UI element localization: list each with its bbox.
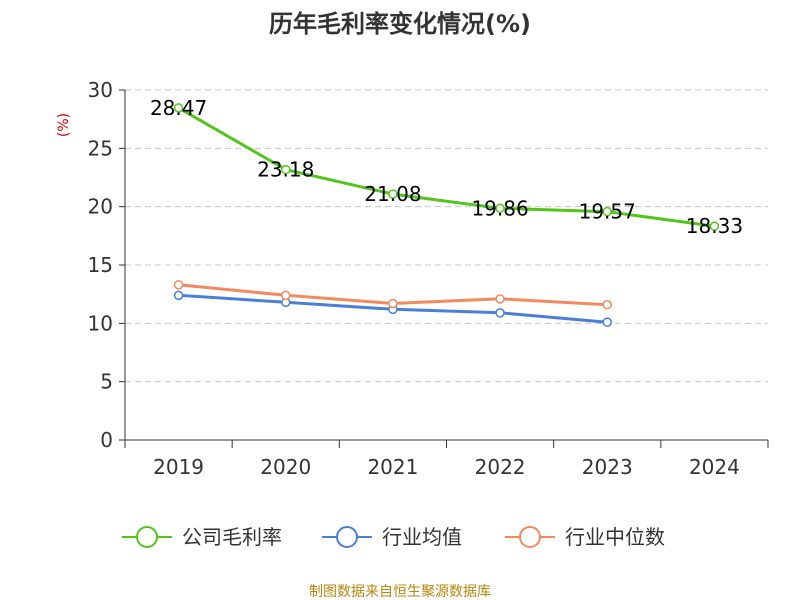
y-tick-label: 20 bbox=[88, 195, 113, 219]
data-point[interactable] bbox=[495, 308, 505, 318]
data-point[interactable] bbox=[495, 203, 505, 214]
series-0: 28.47 23.18 21.08 19.86 19.57 18.33 bbox=[150, 96, 743, 238]
data-point[interactable] bbox=[495, 294, 505, 304]
y-tick-label: 30 bbox=[88, 78, 113, 102]
data-point[interactable] bbox=[281, 164, 291, 175]
data-point[interactable] bbox=[709, 221, 720, 231]
x-tick-label: 2023 bbox=[582, 455, 633, 479]
x-tick-label: 2024 bbox=[689, 455, 740, 479]
legend-item-0[interactable]: 公司毛利率 bbox=[122, 525, 282, 549]
series-1 bbox=[173, 290, 612, 327]
chart-title: 历年毛利率变化情况(%) bbox=[269, 10, 531, 38]
data-point[interactable] bbox=[602, 299, 612, 310]
x-tick-label: 2019 bbox=[153, 455, 204, 479]
series-line bbox=[177, 106, 715, 228]
legend-label: 行业中位数 bbox=[565, 525, 665, 549]
data-source-note: 制图数据来自恒生聚源数据库 bbox=[309, 584, 491, 600]
legend-label: 行业均值 bbox=[382, 525, 462, 549]
data-label: 21.08 bbox=[364, 182, 421, 206]
data-point[interactable] bbox=[173, 280, 184, 290]
legend-marker bbox=[336, 526, 358, 548]
legend-label: 公司毛利率 bbox=[182, 525, 282, 549]
legend-marker bbox=[136, 526, 158, 548]
data-label: 19.57 bbox=[579, 200, 636, 224]
y-tick-label: 15 bbox=[88, 253, 113, 277]
y-tick-label: 5 bbox=[100, 370, 113, 394]
x-tick-label: 2020 bbox=[260, 455, 311, 479]
data-point[interactable] bbox=[388, 189, 398, 199]
legend: 公司毛利率 行业均值 行业中位数 bbox=[122, 525, 665, 549]
y-tick-label: 25 bbox=[88, 136, 113, 160]
legend-item-2[interactable]: 行业中位数 bbox=[505, 525, 665, 549]
series-group: 28.47 23.18 21.08 19.86 19.57 18.33 bbox=[150, 96, 743, 327]
x-tick-label: 2021 bbox=[367, 455, 418, 479]
data-label: 18.33 bbox=[686, 214, 743, 238]
x-tick-label: 2022 bbox=[475, 455, 526, 479]
data-label: 23.18 bbox=[257, 158, 314, 182]
data-point[interactable] bbox=[602, 206, 612, 217]
data-point[interactable] bbox=[388, 298, 398, 309]
axes: 0 5 10 15 20 25 30 2019 2020 2021 2022 2023 2024 bbox=[88, 78, 769, 479]
y-tick-label: 0 bbox=[100, 428, 113, 452]
grid-lines bbox=[125, 89, 768, 383]
legend-marker bbox=[519, 526, 541, 548]
y-tick-label: 10 bbox=[88, 311, 113, 335]
data-point[interactable] bbox=[173, 103, 184, 113]
series-2 bbox=[173, 280, 612, 310]
data-point[interactable] bbox=[173, 290, 184, 301]
data-label: 28.47 bbox=[150, 96, 207, 120]
data-point[interactable] bbox=[602, 317, 612, 327]
legend-item-1[interactable]: 行业均值 bbox=[322, 525, 462, 549]
data-label: 19.86 bbox=[471, 196, 528, 220]
data-point[interactable] bbox=[281, 290, 291, 301]
y-axis-label: (%) bbox=[56, 113, 72, 137]
